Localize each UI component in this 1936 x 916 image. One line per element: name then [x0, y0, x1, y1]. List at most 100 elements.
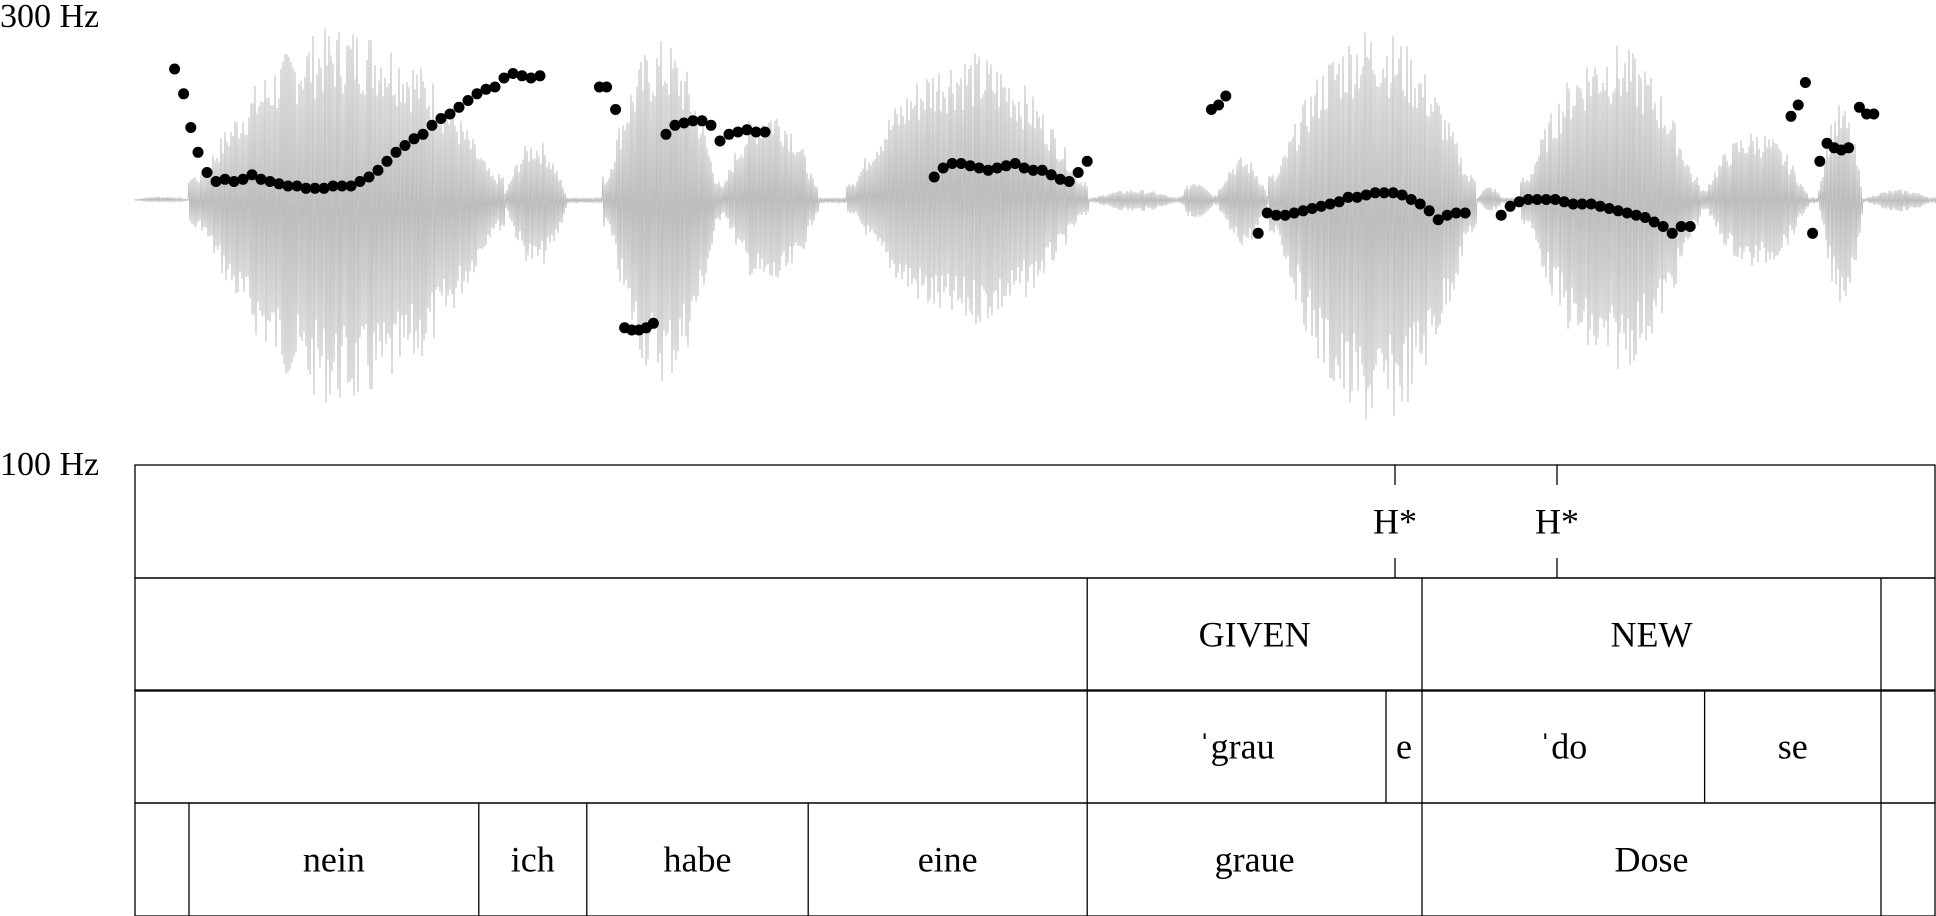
pitch-point [750, 126, 762, 138]
pitch-point [282, 180, 294, 192]
pitch-point [1081, 155, 1093, 167]
pitch-point [1306, 203, 1318, 214]
pitch-point [1621, 207, 1633, 219]
pitch-point [1369, 187, 1381, 199]
pitch-point [1441, 209, 1453, 221]
pitch-point [1540, 194, 1552, 205]
tone-label: H* [1535, 502, 1579, 542]
pitch-point [1504, 200, 1516, 212]
pitch-point [1792, 99, 1804, 111]
pitch-point [1585, 198, 1597, 210]
pitch-point [516, 70, 528, 82]
pitch-point [1684, 221, 1696, 232]
pitch-point [444, 108, 456, 120]
pitch-point [723, 128, 735, 140]
pitch-point [471, 88, 483, 100]
tone-label: H* [1373, 502, 1417, 542]
pitch-point [1567, 198, 1579, 210]
pitch-point [732, 126, 744, 138]
waveform-trace [134, 28, 1936, 420]
pitch-point [1297, 205, 1309, 217]
pitch-point [169, 63, 181, 75]
pitch-point [1270, 209, 1282, 221]
pitch-point [480, 83, 492, 95]
pitch-point [1009, 158, 1021, 169]
pitch-point [1558, 196, 1570, 208]
pitch-point [610, 104, 622, 115]
pitch-point [1261, 207, 1273, 219]
pitch-point [669, 119, 681, 131]
pitch-point [601, 81, 613, 93]
pitch-point [345, 180, 357, 192]
pitch-point [318, 182, 330, 194]
pitch-point [759, 126, 771, 138]
f0-min-label: 100 Hz [0, 446, 100, 483]
pitch-point [534, 70, 546, 82]
pitch-point [1324, 198, 1336, 210]
pitch-point [525, 72, 537, 84]
pitch-point [255, 173, 267, 185]
f0-max-label: 300 Hz [0, 0, 100, 35]
tier-tones: H* H* [134, 464, 1936, 579]
pitch-point [336, 180, 348, 192]
pitch-point [982, 164, 994, 176]
tier-frame [134, 464, 1936, 579]
pitch-point [696, 115, 708, 127]
pitch-point [489, 81, 501, 93]
pitch-point [435, 113, 447, 124]
interval-label: Dose [1615, 840, 1689, 880]
pitch-point [1414, 198, 1426, 210]
interval-label: ˈgrau [1199, 727, 1275, 767]
pitch-point [1531, 194, 1543, 205]
pitch-point [237, 173, 249, 185]
pitch-point [1450, 207, 1462, 219]
tier-information-structure: GIVEN NEW [134, 577, 1936, 692]
pitch-point [1513, 196, 1525, 208]
pitch-point [210, 176, 222, 187]
pitch-point [687, 115, 699, 127]
pitch-point [1396, 189, 1408, 201]
pitch-point [1853, 101, 1865, 113]
pitch-point [327, 180, 339, 192]
pitch-point [1423, 205, 1435, 217]
pitch-point [1432, 214, 1444, 226]
pitch-point [498, 72, 510, 84]
tier-frame [134, 689, 1936, 804]
pitch-point [678, 117, 690, 129]
interval-label: e [1396, 727, 1412, 767]
pitch-point [1785, 110, 1797, 122]
pitch-point [1799, 77, 1811, 88]
pitch-point [381, 155, 393, 167]
pitch-point [1459, 207, 1471, 219]
pitch-point [390, 146, 402, 158]
pitch-point [1630, 209, 1642, 221]
pitch-point [991, 162, 1003, 174]
interval-label: se [1778, 727, 1808, 767]
pitch-point [185, 122, 197, 133]
pitch-point [246, 169, 258, 181]
pitch-point [1220, 90, 1232, 102]
pitch-point [1000, 160, 1012, 172]
pitch-point [192, 146, 204, 158]
pitch-point [1603, 203, 1615, 214]
pitch-point [964, 160, 976, 172]
pitch-point [1045, 169, 1057, 181]
pitch-point [462, 95, 474, 106]
waveform [134, 28, 1936, 420]
pitch-point [1522, 194, 1534, 205]
tier-frame [134, 577, 1936, 692]
pitch-point [660, 128, 672, 140]
pitch-point [647, 317, 659, 329]
pitch-point [1675, 221, 1687, 232]
pitch-point [372, 164, 384, 176]
pitch-point [1405, 194, 1417, 205]
pitch-point [1657, 221, 1669, 232]
pitch-point [1387, 187, 1399, 199]
pitch-point [219, 173, 231, 185]
interval-label: ich [511, 840, 555, 880]
pitch-point [1315, 200, 1327, 212]
pitch-point [1063, 176, 1075, 187]
pitch-point [1868, 108, 1880, 120]
pitch-point [1360, 189, 1372, 201]
